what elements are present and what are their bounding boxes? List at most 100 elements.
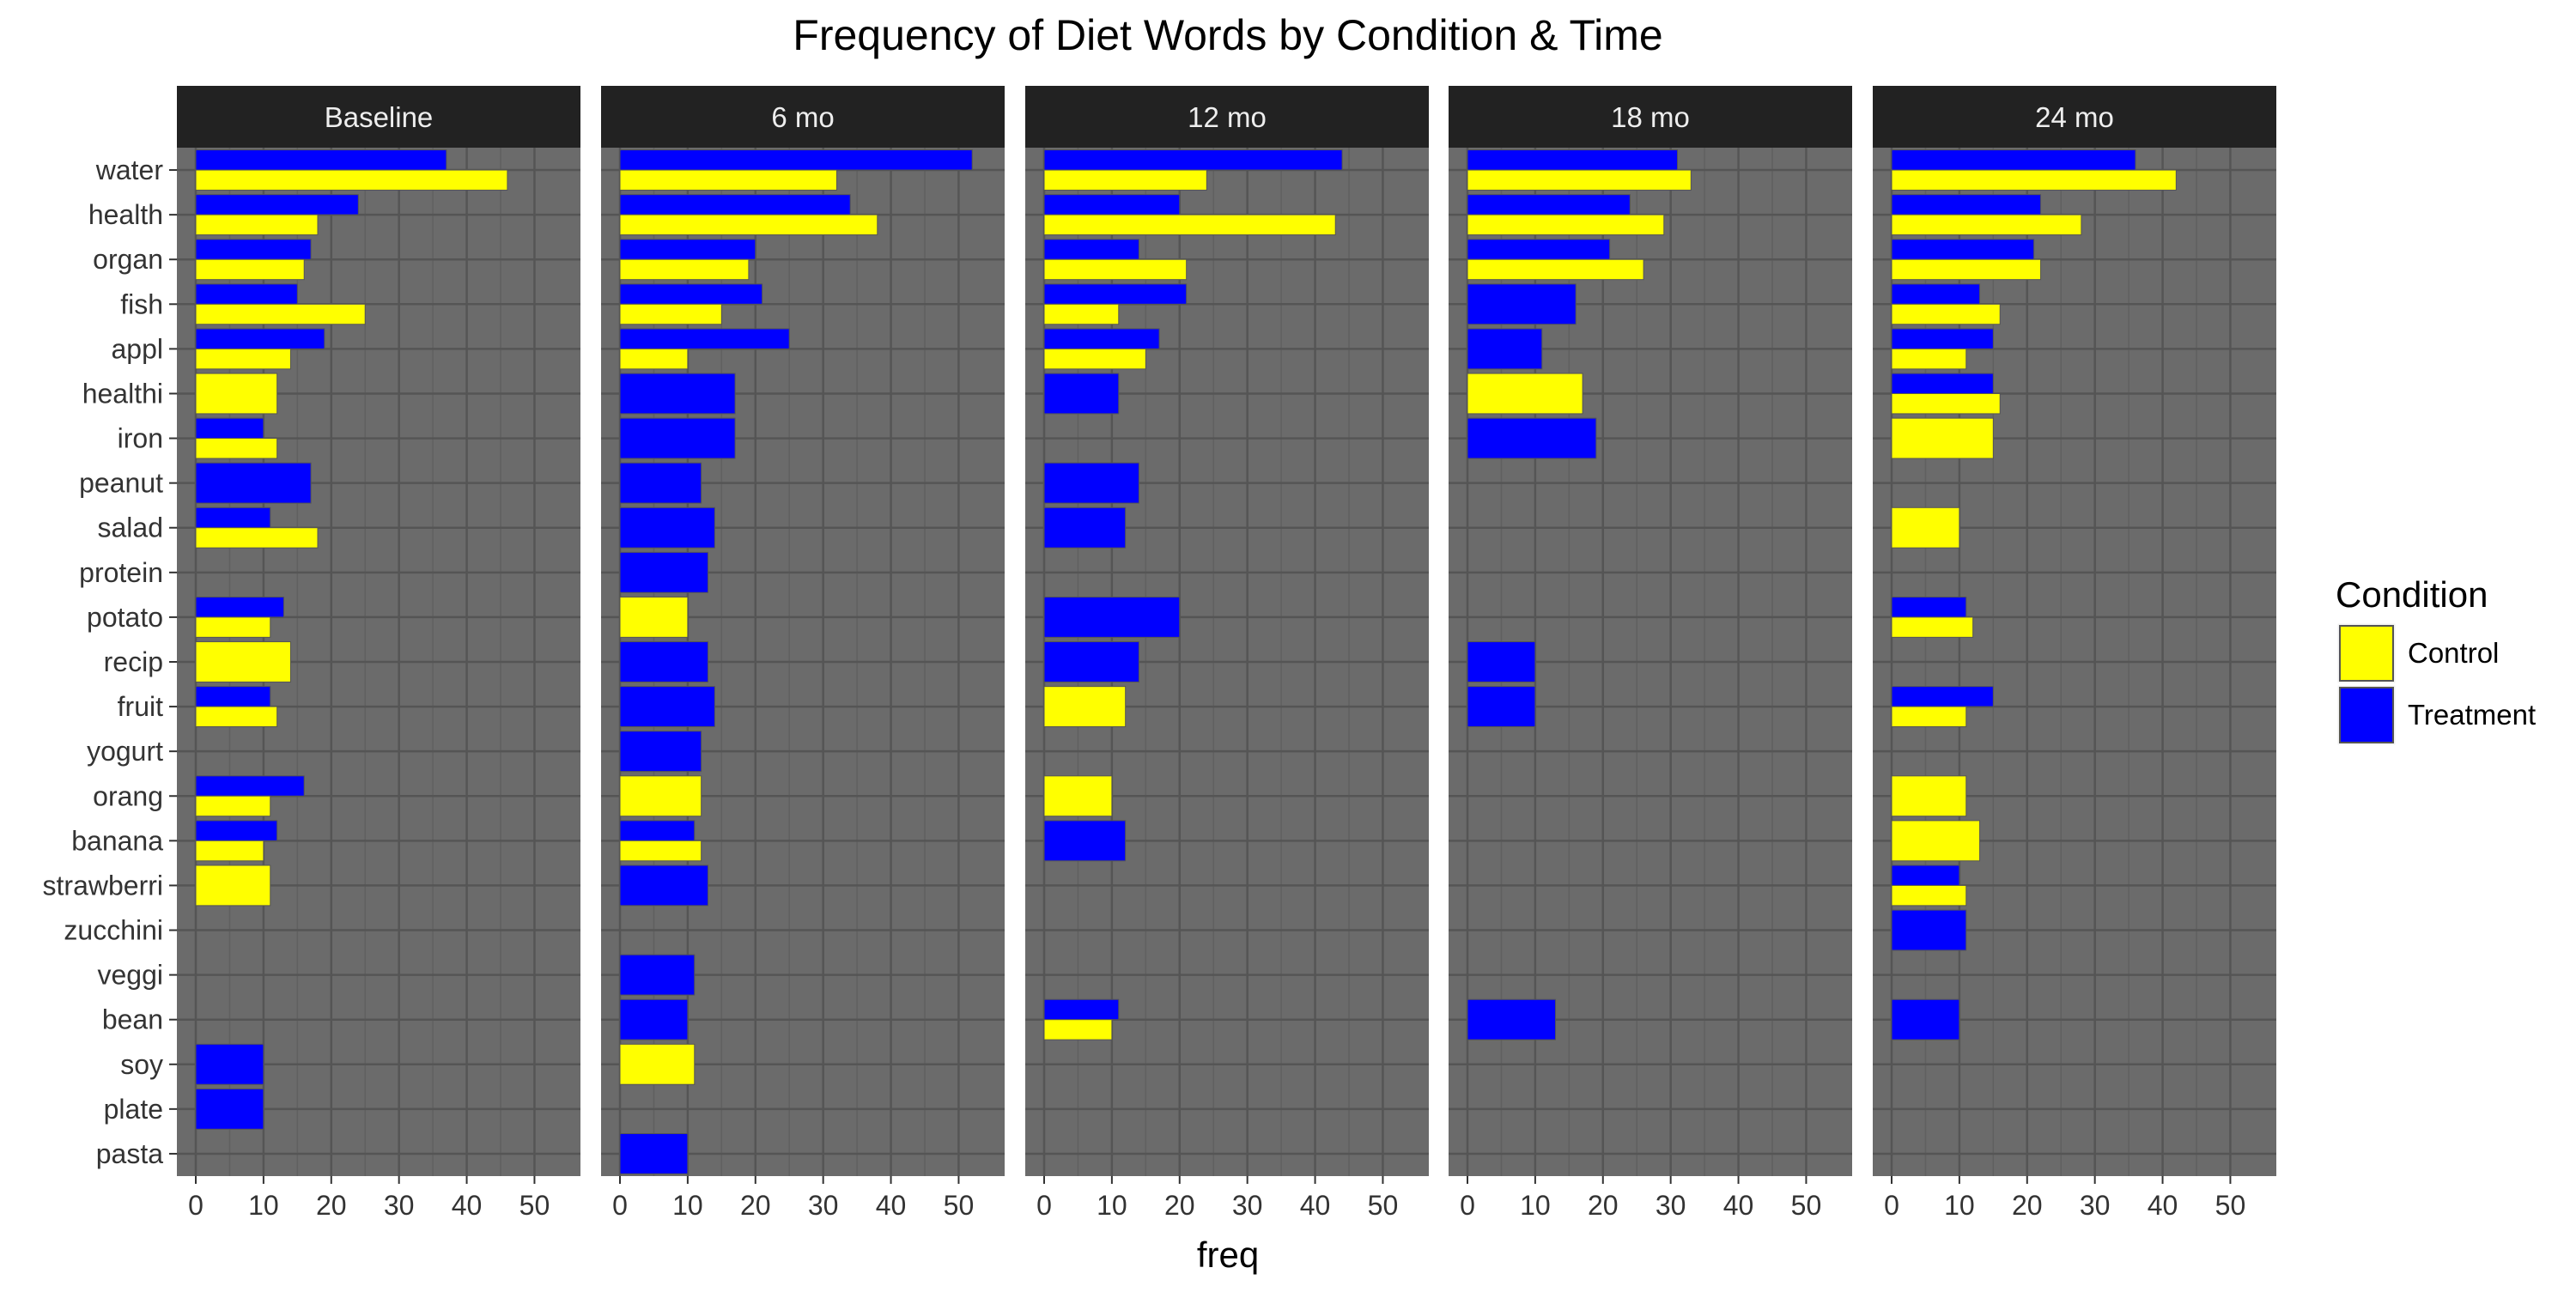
- x-tick-label: 40: [1723, 1190, 1754, 1221]
- bar-treatment-potato: [195, 596, 285, 618]
- y-tick-label: pasta: [96, 1138, 163, 1169]
- legend: Condition Control Treatment: [2336, 574, 2536, 746]
- x-tick-label: 50: [1368, 1190, 1399, 1221]
- y-axis-labels: water health organ fish appl healthi iron peanu…: [43, 155, 177, 1169]
- bar-treatment-banana: [619, 820, 696, 841]
- x-tick-label: 20: [1588, 1190, 1619, 1221]
- bar-treatment-appl: [1043, 328, 1160, 349]
- bar-treatment-fruit: [195, 686, 271, 707]
- bar-treatment-fish: [1467, 283, 1577, 325]
- legend-label: Control: [2408, 637, 2499, 669]
- bar-control-salad: [195, 527, 319, 549]
- x-tick-label: 40: [1300, 1190, 1331, 1221]
- y-tick-label: fish: [120, 288, 163, 319]
- y-tick-label: banana: [71, 825, 163, 856]
- bar-treatment-strawberri: [1891, 864, 1960, 886]
- bar-control-fish: [1891, 303, 2001, 325]
- bar-control-organ: [1467, 258, 1644, 281]
- bar-control-health: [1891, 214, 2082, 236]
- y-tick-label: plate: [104, 1094, 163, 1125]
- x-tick-label: 0: [188, 1190, 204, 1221]
- bar-treatment-water: [1043, 149, 1343, 171]
- bar-treatment-potato: [1891, 596, 1967, 618]
- y-tick-label: protein: [79, 557, 163, 588]
- bar-control-banana: [195, 840, 264, 862]
- bar-treatment-healthi: [1891, 373, 1994, 394]
- legend-swatch-treatment: [2339, 687, 2394, 743]
- x-tick-label: 10: [1520, 1190, 1551, 1221]
- bar-treatment-health: [195, 194, 359, 215]
- bar-treatment-fruit: [1891, 686, 1994, 707]
- facet-label: 18 mo: [1611, 101, 1690, 133]
- chart-title: Frequency of Diet Words by Condition & T…: [793, 11, 1662, 59]
- bar-control-water: [195, 169, 508, 191]
- bar-control-health: [1467, 214, 1665, 236]
- bar-control-organ: [1891, 258, 2042, 281]
- bar-control-fish: [195, 303, 366, 325]
- facet-panel: 6 mo 0 10 20 30 40 50: [601, 86, 1005, 1221]
- bar-treatment-recip: [619, 641, 709, 682]
- y-tick-label: organ: [93, 244, 163, 275]
- bar-treatment-organ: [195, 239, 312, 260]
- bar-control-water: [1891, 169, 2177, 191]
- x-tick-label: 50: [944, 1190, 975, 1221]
- x-tick-label: 50: [519, 1190, 550, 1221]
- facet-panel: 24 mo 0 10 20 30 40 50: [1873, 86, 2276, 1221]
- bar-control-salad: [1891, 506, 1960, 549]
- bar-control-bean: [1043, 1019, 1113, 1040]
- x-tick-label: 50: [1791, 1190, 1822, 1221]
- x-tick-label: 0: [612, 1190, 628, 1221]
- bar-control-potato: [1891, 616, 1974, 638]
- x-tick-label: 30: [2080, 1190, 2111, 1221]
- x-tick-label: 10: [248, 1190, 279, 1221]
- bar-control-orang: [1891, 775, 1967, 817]
- bar-control-health: [195, 214, 319, 236]
- bar-treatment-protein: [619, 551, 709, 593]
- bar-treatment-salad: [619, 506, 715, 549]
- bar-treatment-pasta: [619, 1133, 689, 1174]
- bar-control-potato: [195, 616, 271, 638]
- bar-control-fish: [619, 303, 722, 325]
- y-tick-label: recip: [104, 646, 163, 677]
- y-tick-label: veggi: [98, 960, 164, 991]
- bar-control-healthi: [1467, 373, 1583, 415]
- x-tick-label: 20: [316, 1190, 347, 1221]
- x-tick-label: 0: [1460, 1190, 1475, 1221]
- facet-panel: 12 mo 0 10 20 30 40 50: [1025, 86, 1429, 1221]
- bar-treatment-organ: [1891, 239, 2035, 260]
- x-tick-label: 20: [2012, 1190, 2043, 1221]
- bar-control-fruit: [1891, 706, 1967, 728]
- bar-treatment-health: [619, 194, 851, 215]
- y-tick-label: peanut: [79, 468, 163, 499]
- bar-treatment-organ: [619, 239, 756, 260]
- x-tick-label: 0: [1884, 1190, 1899, 1221]
- bar-treatment-plate: [195, 1088, 264, 1130]
- x-tick-label: 0: [1036, 1190, 1052, 1221]
- bar-treatment-water: [195, 149, 447, 171]
- x-tick-label: 30: [808, 1190, 839, 1221]
- bar-control-health: [1043, 214, 1336, 236]
- y-tick-label: yogurt: [87, 736, 163, 767]
- bar-treatment-fish: [1891, 283, 1981, 305]
- y-tick-label: health: [88, 199, 163, 230]
- bar-treatment-fish: [619, 283, 763, 305]
- bar-control-soy: [619, 1043, 696, 1085]
- bar-treatment-organ: [1467, 239, 1611, 260]
- bar-control-appl: [1891, 348, 1967, 370]
- bar-control-banana: [619, 840, 702, 862]
- x-tick-label: 10: [1944, 1190, 1975, 1221]
- bar-treatment-recip: [1043, 641, 1139, 682]
- y-tick-label: fruit: [118, 691, 163, 722]
- bar-treatment-orang: [195, 775, 305, 797]
- bar-treatment-fish: [195, 283, 298, 305]
- bar-control-fish: [1043, 303, 1120, 325]
- bar-treatment-health: [1891, 194, 2042, 215]
- y-tick-label: zucchini: [64, 915, 163, 946]
- bar-control-iron: [1891, 417, 1994, 459]
- y-tick-label: soy: [120, 1049, 163, 1080]
- bar-treatment-potato: [1043, 596, 1181, 638]
- y-tick-label: strawberri: [43, 870, 163, 901]
- bar-treatment-fruit: [1467, 686, 1536, 728]
- bar-control-strawberri: [195, 864, 271, 907]
